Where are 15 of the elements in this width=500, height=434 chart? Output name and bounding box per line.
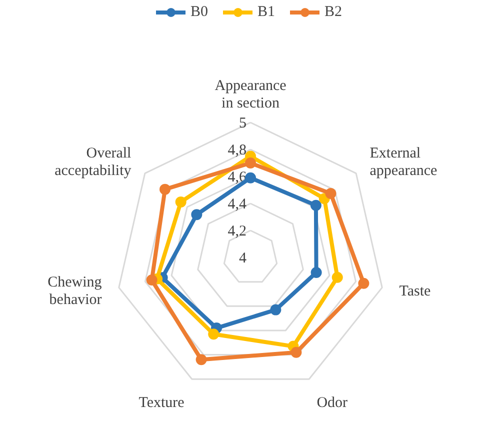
spoke-label: Appearance in section [214, 78, 287, 112]
legend-label: B0 [190, 4, 210, 20]
spoke-label: Overall acceptability [54, 146, 132, 180]
spoke-label: Texture [138, 394, 185, 411]
legend-label: B1 [258, 4, 276, 20]
y-tick-label: 5 [238, 116, 246, 132]
spoke-label: Chewing behavior [48, 274, 102, 308]
spoke-label: Odor [316, 394, 348, 411]
spoke-label: Taste [399, 283, 432, 300]
spoke-label: External appearance [370, 146, 438, 180]
y-tick-label: 4,2 [228, 224, 246, 240]
y-tick-label: 4 [238, 250, 247, 266]
y-tick-label: 4,8 [228, 142, 246, 158]
legend-label: B2 [324, 4, 344, 20]
y-tick-label: 4,4 [228, 196, 247, 212]
